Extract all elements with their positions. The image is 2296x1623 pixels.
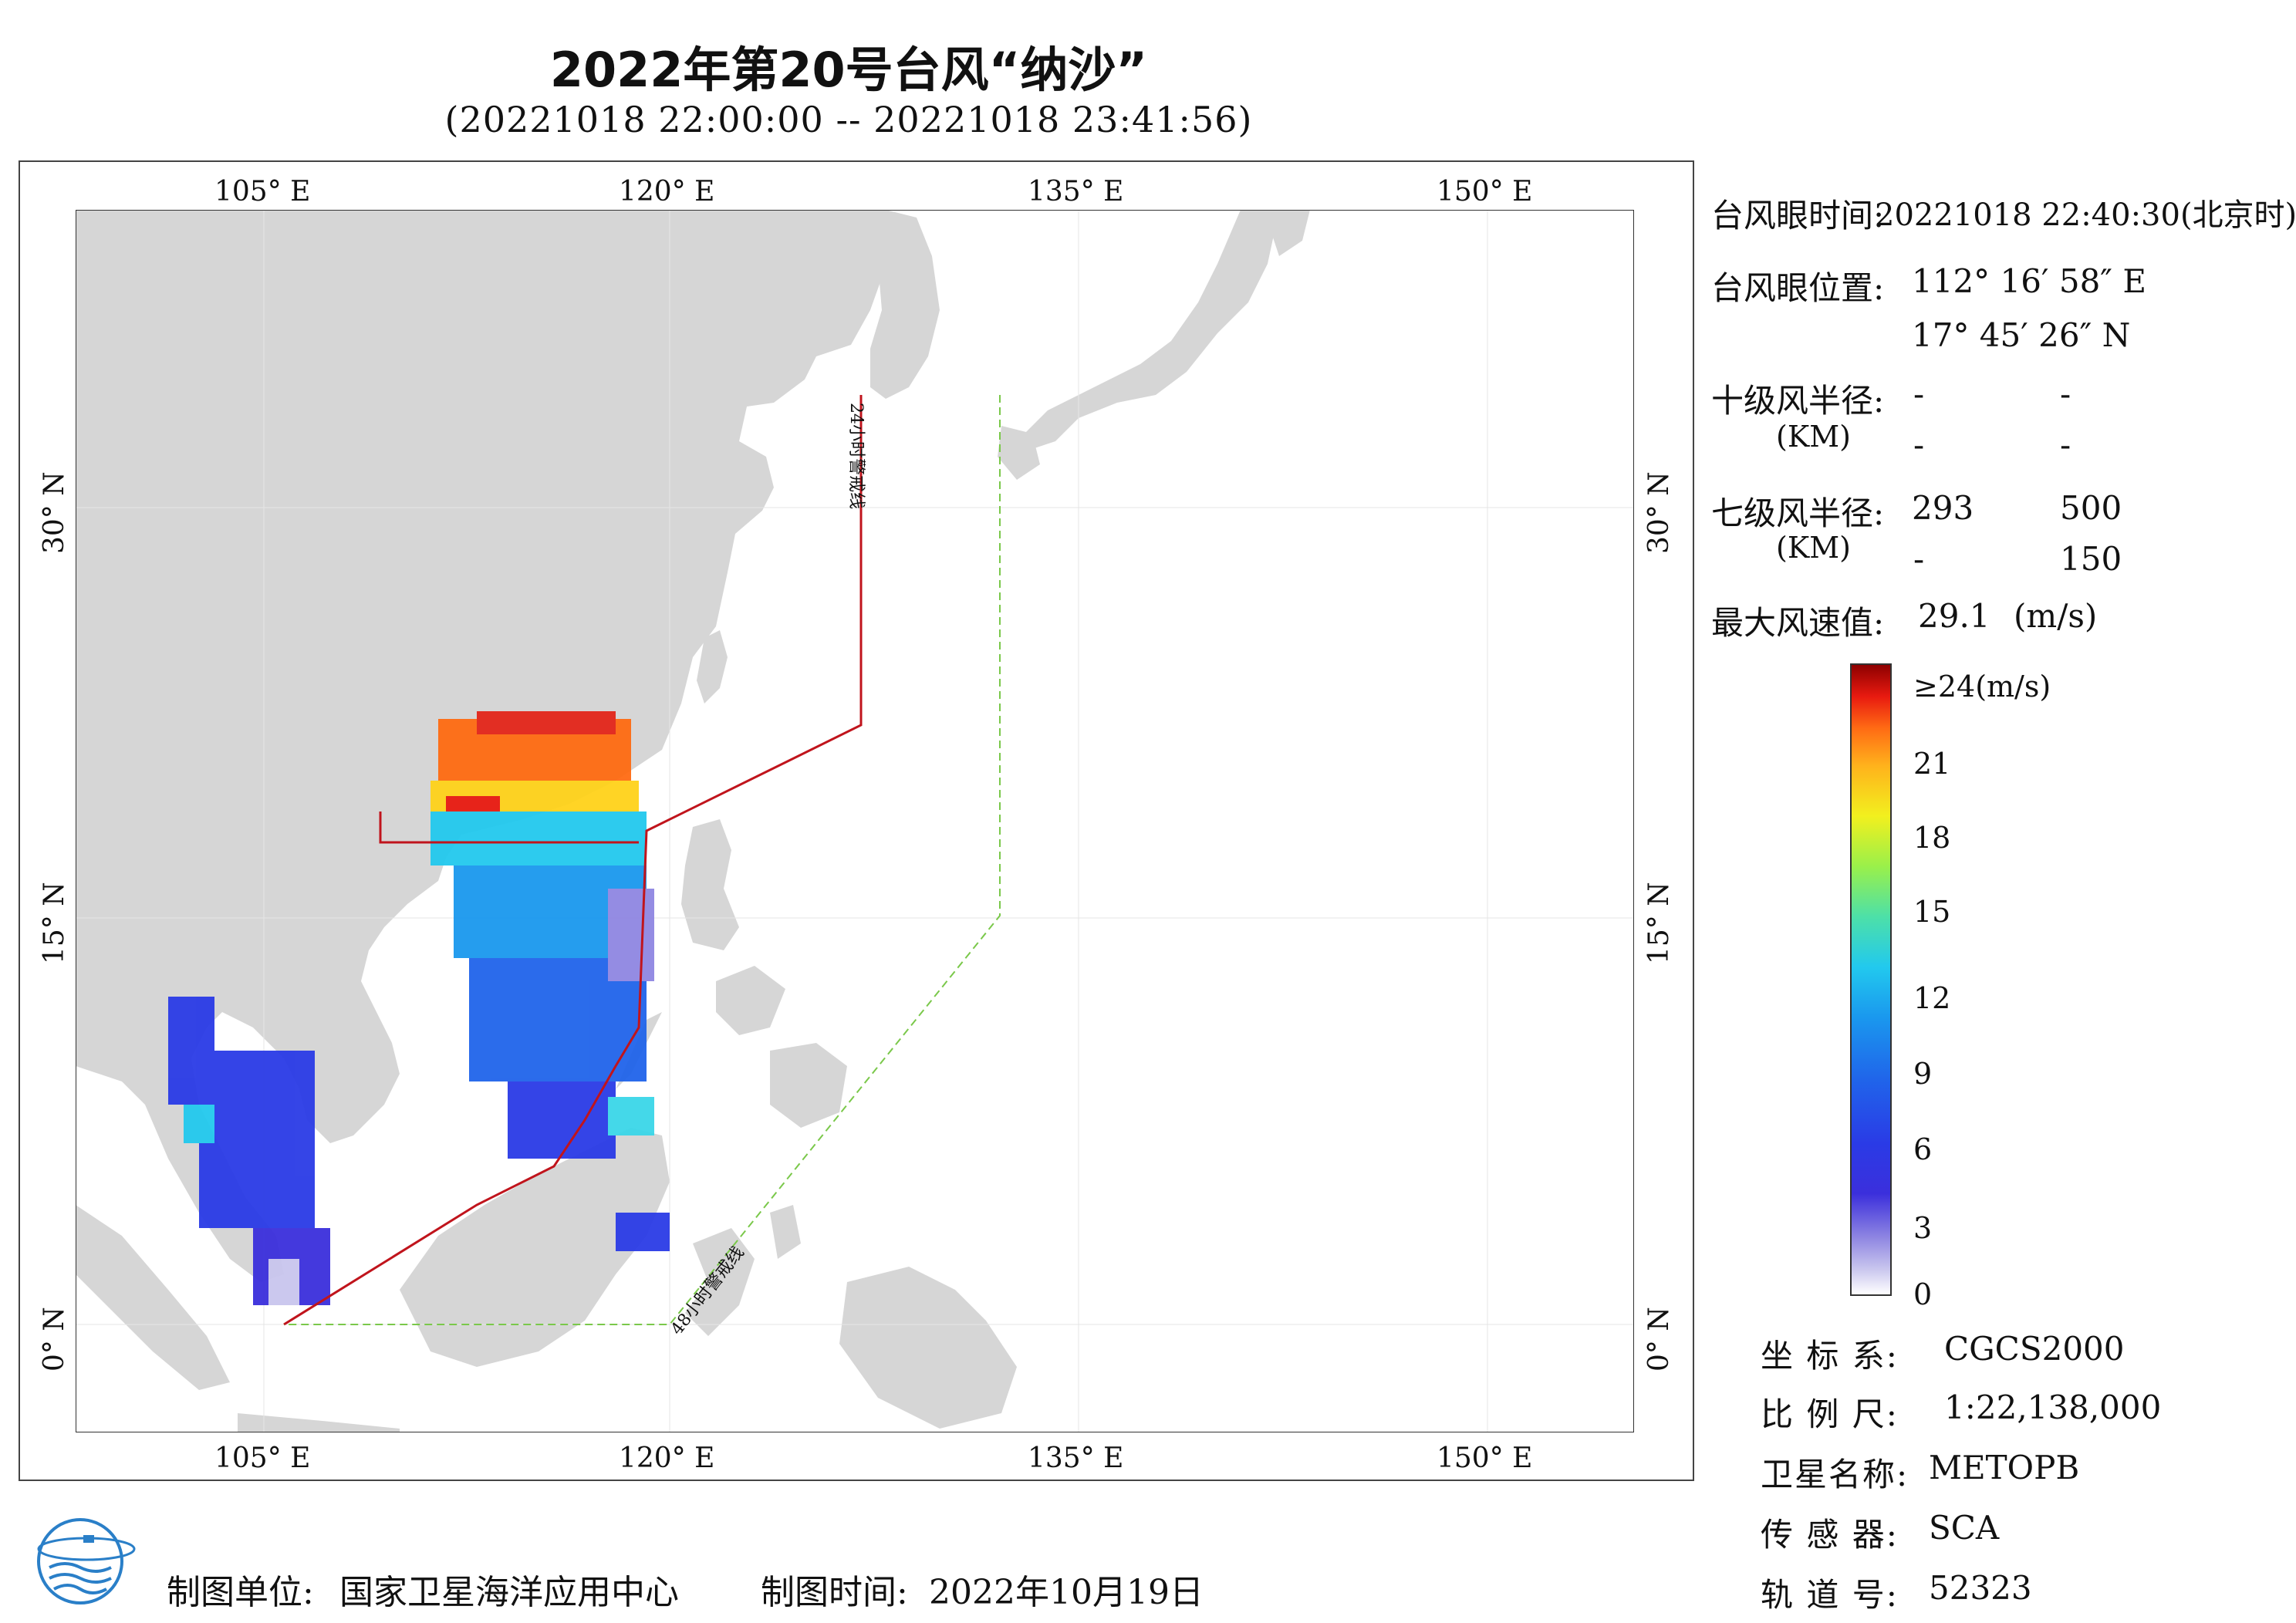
max-wind-unit: (m/s) <box>2014 597 2098 635</box>
top-tick-120e: 120° E <box>619 176 715 208</box>
japan-islands <box>1025 210 1279 449</box>
left-tick-0n: 0° N <box>39 1307 70 1372</box>
eye-time-label: 台风眼时间: <box>1711 197 1885 235</box>
right-tick-0n: 0° N <box>1643 1307 1675 1372</box>
kyushu <box>998 426 1040 480</box>
satellite-label: 卫星名称: <box>1761 1456 1909 1493</box>
r7-value-sw: - <box>1913 540 1925 578</box>
top-tick-150e: 150° E <box>1437 176 1533 208</box>
colorbar-label-15: 15 <box>1913 895 1951 929</box>
r7-unit: (KM) <box>1776 531 1851 565</box>
wind-speed-colorbar <box>1850 663 1892 1296</box>
eye-longitude: 112° 16′ 58″ E <box>1912 262 2146 300</box>
r7-value-nw: 150 <box>2060 540 2122 578</box>
bottom-tick-105e: 105° E <box>214 1442 311 1474</box>
mindanao <box>770 1043 847 1128</box>
colorbar-label-18: 18 <box>1913 821 1951 855</box>
r7-value-se: 500 <box>2060 489 2122 527</box>
visayas <box>716 966 785 1035</box>
colorbar-label-3: 3 <box>1913 1211 1933 1245</box>
warning-line-24h <box>283 395 863 1326</box>
taiwan <box>697 630 728 704</box>
scale-label: 比 例 尺: <box>1761 1395 1899 1433</box>
r10-value-sw: - <box>1913 426 1925 464</box>
right-tick-15n: 15° N <box>1643 882 1675 964</box>
top-tick-135e: 135° E <box>1028 176 1124 208</box>
hokkaido <box>1264 210 1310 256</box>
map-frame <box>19 160 1694 1481</box>
sensor-label: 传 感 器: <box>1761 1516 1899 1554</box>
warning-line-24h-label: 24小时警戒线 <box>846 403 866 509</box>
java <box>238 1413 400 1432</box>
sulawesi <box>685 1228 755 1336</box>
left-tick-15n: 15° N <box>39 882 70 964</box>
r10-value-nw: - <box>2060 426 2071 464</box>
orbit-label: 轨 道 号: <box>1761 1576 1899 1614</box>
colorbar-label-12: 12 <box>1913 981 1951 1015</box>
scale-value: 1:22,138,000 <box>1944 1388 2162 1426</box>
right-tick-30n: 30° N <box>1643 471 1675 554</box>
r10-label: 十级风半径: <box>1711 382 1885 420</box>
org-label: 制图单位: <box>167 1573 314 1612</box>
nsoas-logo-icon <box>37 1518 136 1604</box>
max-wind-label: 最大风速值: <box>1711 604 1885 642</box>
borneo <box>400 1128 670 1367</box>
bottom-tick-150e: 150° E <box>1437 1442 1533 1474</box>
page-title: 2022年第20号台风“纳沙” <box>549 42 1148 98</box>
top-tick-105e: 105° E <box>214 176 311 208</box>
colorbar-label-21: 21 <box>1913 747 1951 781</box>
bottom-tick-135e: 135° E <box>1028 1442 1124 1474</box>
eye-time-value: 20221018 22:40:30(北京时) <box>1875 197 2296 233</box>
r7-value-ne: 293 <box>1912 489 1974 527</box>
max-wind-value: 29.1 <box>1918 597 1990 635</box>
warning-line-48h <box>284 395 1001 1325</box>
colorbar-label-24: ≥24(m/s) <box>1913 670 2051 704</box>
moluccas <box>770 1205 801 1259</box>
bottom-tick-120e: 120° E <box>619 1442 715 1474</box>
warning-line-24h-gulf <box>379 812 639 844</box>
date-value: 2022年10月19日 <box>929 1573 1204 1612</box>
sumatra <box>76 1205 230 1390</box>
colorbar-label-0: 0 <box>1913 1277 1933 1311</box>
wind-swath-south-china-sea <box>430 711 654 1159</box>
colorbar-label-6: 6 <box>1913 1132 1933 1166</box>
satellite-value: METOPB <box>1929 1449 2080 1486</box>
colorbar-label-9: 9 <box>1913 1057 1933 1091</box>
date-label: 制图时间: <box>761 1573 908 1612</box>
eye-position-label: 台风眼位置: <box>1711 269 1885 307</box>
sensor-value: SCA <box>1929 1509 2000 1547</box>
new-guinea <box>839 1267 1017 1429</box>
typhoon-wind-map: 24小时警戒线 48小时警戒线 <box>76 210 1634 1432</box>
r10-value-se: - <box>2060 375 2071 413</box>
crs-value: CGCS2000 <box>1944 1330 2125 1368</box>
time-range-subtitle: (20221018 22:00:00 -- 20221018 23:41:56) <box>444 99 1253 140</box>
korean-peninsula <box>870 210 940 399</box>
org-value: 国家卫星海洋应用中心 <box>339 1573 679 1612</box>
r10-value-ne: - <box>1913 375 1925 413</box>
left-tick-30n: 30° N <box>39 471 70 554</box>
r10-unit: (KM) <box>1776 420 1851 454</box>
crs-label: 坐 标 系: <box>1761 1337 1899 1375</box>
orbit-value: 52323 <box>1929 1569 2032 1607</box>
r7-label: 七级风半径: <box>1711 494 1885 532</box>
wind-swath-gulf-of-thailand <box>168 997 670 1305</box>
eye-latitude: 17° 45′ 26″ N <box>1912 316 2131 354</box>
